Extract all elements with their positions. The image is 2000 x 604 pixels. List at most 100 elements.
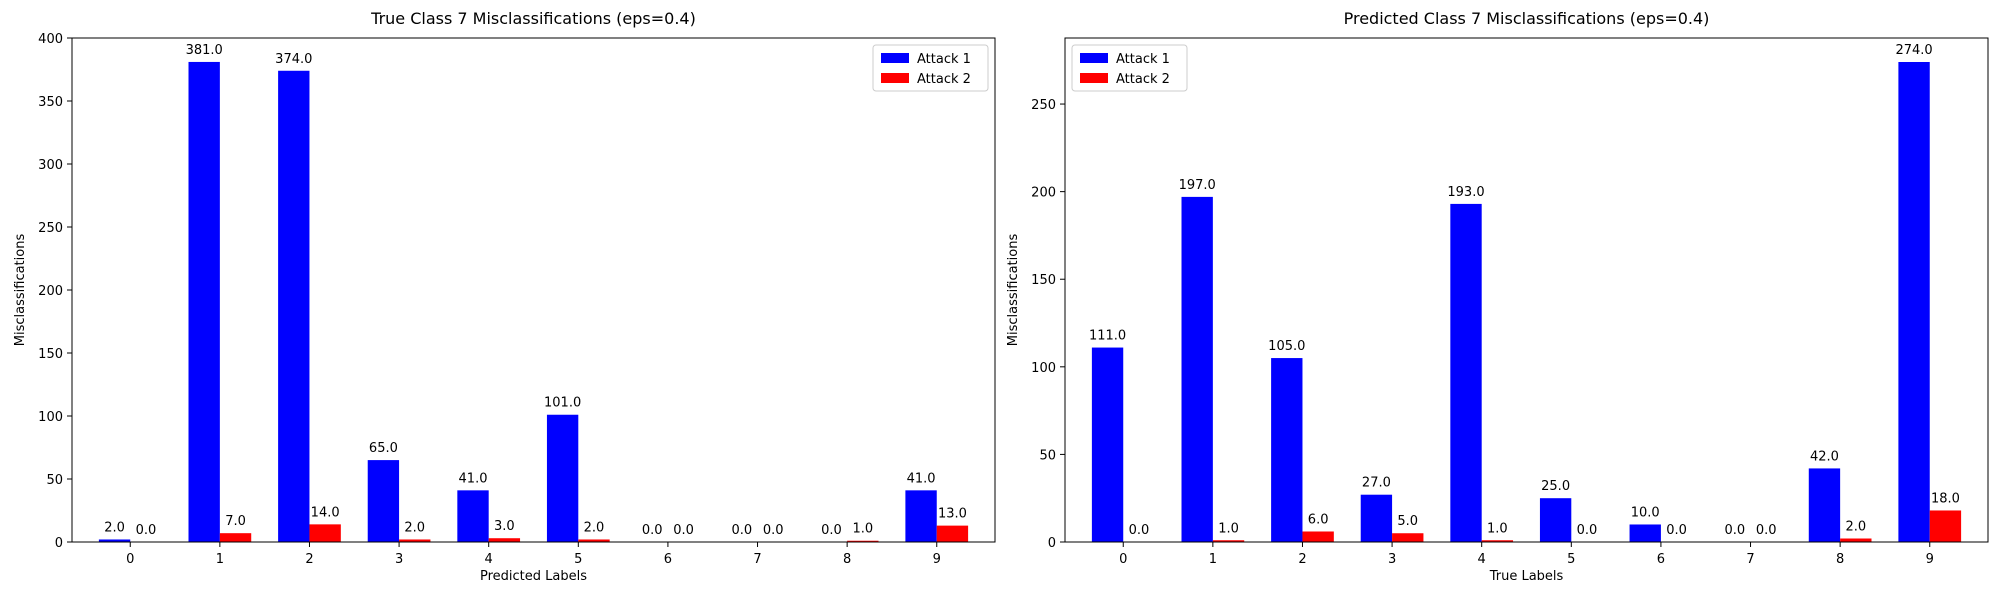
legend-label: Attack 1	[1116, 52, 1170, 67]
bar-attack1-4	[457, 490, 489, 542]
data-label-attack2-0: 0.0	[1129, 523, 1150, 538]
data-label-attack1-8: 42.0	[1810, 449, 1839, 464]
bar-attack1-9	[905, 490, 937, 542]
legend-swatch	[881, 73, 909, 83]
legend-label: Attack 1	[917, 52, 971, 67]
x-tick-label: 7	[753, 552, 761, 567]
bar-attack2-3	[1392, 533, 1424, 542]
y-tick-label: 0	[55, 536, 63, 551]
legend-swatch	[1080, 73, 1108, 83]
bar-attack1-8	[1808, 468, 1841, 542]
y-tick-label: 50	[1039, 448, 1056, 463]
bar-attack2-8	[847, 540, 879, 542]
data-label-attack2-2: 14.0	[311, 505, 340, 520]
data-label-attack2-5: 2.0	[584, 520, 605, 535]
bar-attack1-1	[188, 61, 220, 542]
bar-attack2-2	[1302, 531, 1334, 542]
x-tick-label: 3	[395, 552, 403, 567]
data-label-attack1-3: 27.0	[1362, 476, 1391, 491]
data-label-attack1-0: 2.0	[104, 520, 125, 535]
data-label-attack1-5: 25.0	[1541, 479, 1570, 494]
bar-attack1-4	[1450, 203, 1482, 542]
plot-frame	[1064, 37, 1989, 543]
bar-attack1-0	[98, 539, 131, 542]
x-tick-label: 8	[1836, 552, 1844, 567]
x-tick-label: 0	[126, 552, 134, 567]
bar-attack1-5	[546, 414, 579, 542]
data-label-attack2-5: 0.0	[1577, 523, 1598, 538]
data-label-attack2-4: 3.0	[494, 519, 515, 534]
y-tick-label: 200	[1031, 186, 1056, 201]
x-tick-label: 9	[933, 552, 941, 567]
data-label-attack1-6: 0.0	[642, 523, 663, 538]
x-tick-label: 2	[1298, 552, 1306, 567]
legend: Attack 1 Attack 2	[1071, 44, 1188, 92]
data-label-attack2-4: 1.0	[1487, 521, 1508, 536]
bar-attack2-1	[1212, 540, 1245, 542]
x-tick-label: 5	[1567, 552, 1575, 567]
data-label-attack1-1: 381.0	[186, 43, 223, 58]
data-label-attack1-9: 274.0	[1895, 43, 1932, 58]
y-tick-label: 50	[46, 473, 63, 488]
x-axis-label: Predicted Labels	[480, 569, 587, 584]
y-axis-label: Misclassifications	[13, 234, 28, 347]
y-axis-label: Misclassifications	[1006, 234, 1021, 347]
data-label-attack1-7: 0.0	[732, 523, 753, 538]
bar-attack1-1	[1181, 196, 1213, 542]
y-tick-label: 200	[38, 284, 63, 299]
data-label-attack2-7: 0.0	[1756, 523, 1777, 538]
data-label-attack1-3: 65.0	[369, 441, 398, 456]
bar-attack2-4	[488, 538, 521, 542]
bar-attack1-2	[1271, 358, 1303, 542]
data-label-attack2-6: 0.0	[1666, 523, 1687, 538]
data-label-attack1-1: 197.0	[1179, 178, 1216, 193]
y-tick-label: 400	[38, 32, 63, 47]
data-label-attack1-7: 0.0	[1725, 523, 1746, 538]
y-tick-label: 250	[1031, 98, 1056, 113]
bar-attack2-3	[399, 539, 431, 542]
bar-attack1-9	[1898, 62, 1930, 542]
data-label-attack1-6: 10.0	[1631, 505, 1660, 520]
x-tick-label: 3	[1388, 552, 1396, 567]
x-tick-label: 2	[305, 552, 313, 567]
legend-swatch	[1080, 53, 1108, 63]
chart-title: Predicted Class 7 Misclassifications (ep…	[1344, 9, 1710, 28]
data-label-attack2-9: 13.0	[938, 507, 967, 522]
bar-attack1-3	[367, 460, 400, 542]
bar-attack2-1	[219, 533, 252, 542]
data-label-attack2-0: 0.0	[136, 523, 157, 538]
data-label-attack2-1: 1.0	[1218, 521, 1239, 536]
x-tick-label: 8	[843, 552, 851, 567]
y-tick-label: 350	[38, 95, 63, 110]
x-tick-label: 6	[664, 552, 672, 567]
x-tick-label: 4	[485, 552, 493, 567]
data-label-attack2-2: 6.0	[1308, 512, 1329, 527]
chart-true-class-7: True Class 7 Misclassifications (eps=0.4…	[13, 9, 996, 584]
bar-attack2-2	[309, 524, 341, 542]
data-label-attack2-6: 0.0	[673, 523, 694, 538]
bar-attack1-2	[278, 70, 310, 542]
bar-attack1-6	[1629, 524, 1661, 542]
data-label-attack1-5: 101.0	[544, 396, 581, 411]
y-tick-label: 100	[1031, 361, 1056, 376]
data-label-attack2-8: 2.0	[1845, 520, 1866, 535]
bar-attack2-4	[1481, 540, 1514, 542]
x-tick-label: 4	[1478, 552, 1486, 567]
x-tick-label: 1	[216, 552, 224, 567]
data-label-attack2-3: 2.0	[404, 520, 425, 535]
data-label-attack2-1: 7.0	[225, 514, 246, 529]
chart-predicted-class-7: Predicted Class 7 Misclassifications (ep…	[1006, 9, 1989, 584]
data-label-attack1-8: 0.0	[821, 523, 842, 538]
data-label-attack1-0: 111.0	[1089, 329, 1126, 344]
bar-attack1-0	[1091, 347, 1124, 542]
x-tick-label: 1	[1209, 552, 1217, 567]
y-tick-label: 100	[38, 410, 63, 425]
y-tick-label: 150	[1031, 273, 1056, 288]
y-tick-label: 250	[38, 221, 63, 236]
x-tick-label: 6	[1657, 552, 1665, 567]
legend-swatch	[881, 53, 909, 63]
data-label-attack1-4: 41.0	[459, 471, 488, 486]
data-label-attack2-7: 0.0	[763, 523, 784, 538]
